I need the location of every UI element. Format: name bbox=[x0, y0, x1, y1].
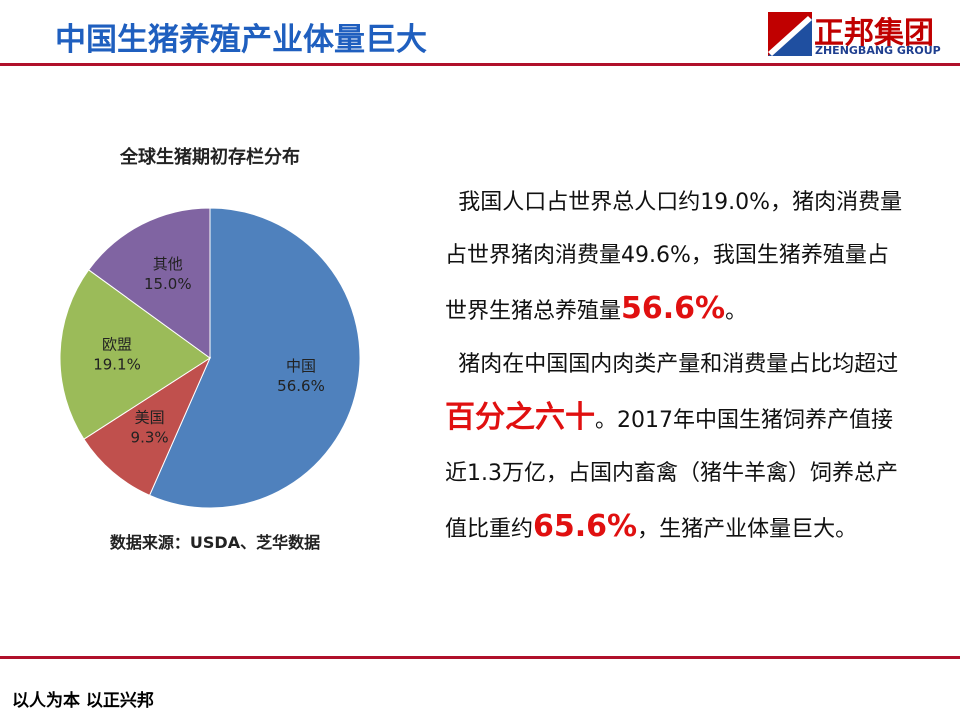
emphasis-text: 56.6% bbox=[621, 291, 726, 326]
header-rule bbox=[0, 63, 960, 66]
paragraph: 猪肉在中国国内肉类产量和消费量占比均超过百分之六十。2017年中国生猪饲养产值接… bbox=[445, 338, 910, 556]
slice-value-label: 19.1% bbox=[93, 355, 141, 373]
pie-slice bbox=[148, 207, 361, 509]
chart-source: 数据来源：USDA、芝华数据 bbox=[110, 533, 320, 552]
slice-category: 美国 bbox=[135, 409, 165, 427]
logo-name: 正邦集团 bbox=[814, 16, 934, 51]
text-run: 。 bbox=[725, 299, 748, 324]
slice-category: 中国 bbox=[286, 357, 316, 375]
logo-icon bbox=[768, 12, 812, 56]
body-text: 我国人口占世界总人口约19.0%，猪肉消费量占世界猪肉消费量49.6%，我国生猪… bbox=[445, 176, 910, 556]
slice-category: 欧盟 bbox=[102, 335, 132, 353]
footer-motto: 以人为本 以正兴邦 bbox=[12, 691, 154, 711]
logo-english: ZHENGBANG GROUP bbox=[815, 44, 941, 57]
text-run: ，生猪产业体量巨大。 bbox=[637, 517, 858, 542]
text-run: 我国人口占世界总人口约19.0%，猪肉消费量占世界猪肉消费量49.6%，我国生猪… bbox=[445, 190, 903, 324]
paragraph: 我国人口占世界总人口约19.0%，猪肉消费量占世界猪肉消费量49.6%，我国生猪… bbox=[445, 176, 910, 338]
emphasis-text: 百分之六十 bbox=[445, 400, 595, 435]
slice-value-label: 56.6% bbox=[277, 377, 325, 395]
pie-slice bbox=[87, 207, 211, 359]
emphasis-text: 65.6% bbox=[533, 509, 638, 544]
slice-value-label: 15.0% bbox=[144, 275, 192, 293]
text-run: 猪肉在中国国内肉类产量和消费量占比均超过 bbox=[458, 352, 899, 377]
slice-category: 其他 bbox=[153, 255, 183, 273]
footer-rule bbox=[0, 656, 960, 659]
pie-slice bbox=[83, 356, 212, 496]
text-run: 。2017年中国生猪饲养产值接近1.3万亿，占国内畜禽（猪牛羊禽）饲养总产值比重… bbox=[445, 408, 898, 542]
pie-slice bbox=[59, 269, 211, 440]
pie-chart: 全球生猪期初存栏分布 数据来源：USDA、芝华数据 中国 56.6% 美国 9.3% 欧… bbox=[59, 146, 361, 552]
slice-value-label: 9.3% bbox=[131, 429, 169, 447]
slide-title: 中国生猪养殖产业体量巨大 bbox=[55, 22, 427, 58]
chart-title: 全球生猪期初存栏分布 bbox=[119, 146, 300, 168]
